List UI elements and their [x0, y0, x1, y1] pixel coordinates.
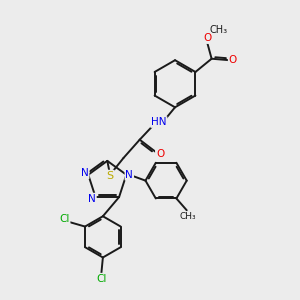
Text: O: O: [156, 149, 164, 159]
Text: N: N: [88, 194, 96, 204]
Text: O: O: [203, 33, 211, 43]
Text: Cl: Cl: [59, 214, 70, 224]
Text: S: S: [107, 171, 114, 181]
Text: O: O: [229, 55, 237, 65]
Text: CH₃: CH₃: [209, 25, 227, 35]
Text: N: N: [125, 170, 133, 180]
Text: HN: HN: [151, 117, 166, 127]
Text: CH₃: CH₃: [180, 212, 196, 221]
Text: N: N: [81, 168, 88, 178]
Text: Cl: Cl: [96, 274, 106, 284]
